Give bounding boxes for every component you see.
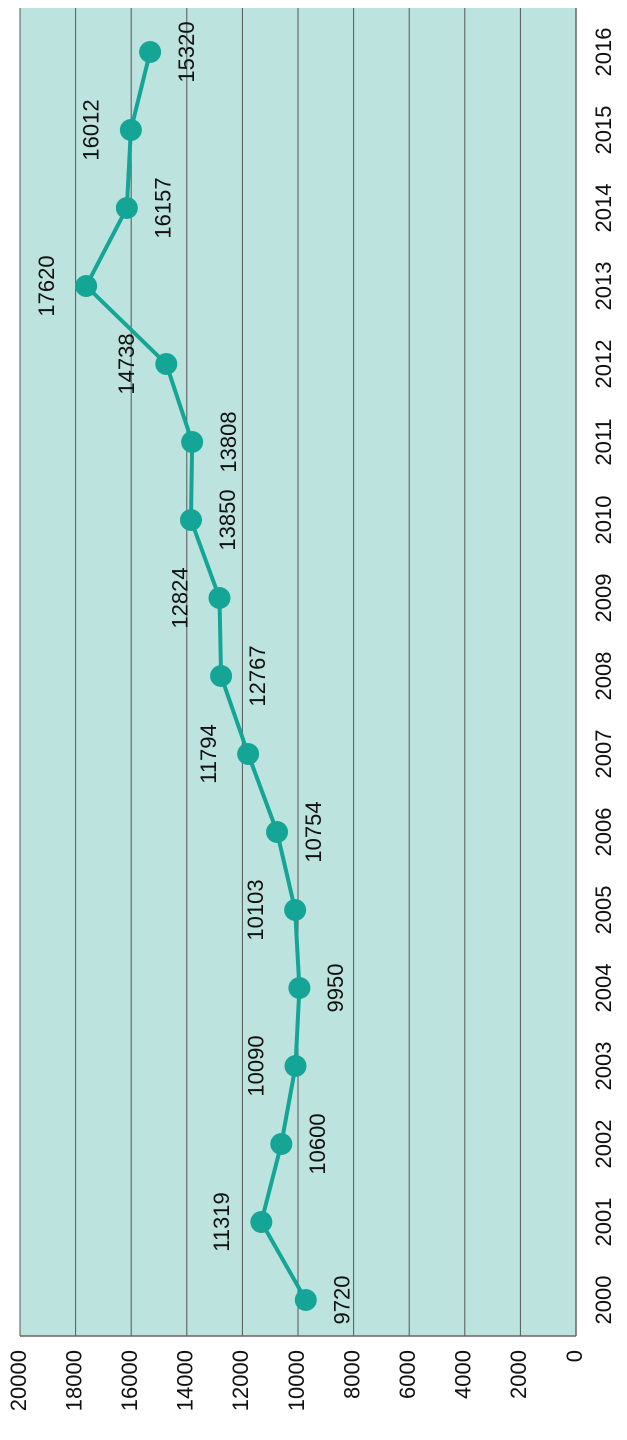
data-label: 9720 — [330, 1276, 355, 1325]
category-tick-label: 2007 — [591, 730, 616, 779]
value-tick-label: 8000 — [339, 1350, 364, 1399]
data-point — [266, 821, 289, 843]
value-tick-label: 6000 — [395, 1350, 420, 1399]
category-tick-label: 2001 — [591, 1198, 616, 1247]
value-tick-label: 0 — [562, 1350, 587, 1362]
data-label: 16157 — [151, 177, 176, 238]
data-label: 11794 — [196, 724, 221, 784]
value-tick-label: 16000 — [117, 1350, 142, 1411]
category-tick-label: 2013 — [591, 262, 616, 311]
category-tick-label: 2016 — [591, 28, 616, 77]
data-point — [139, 41, 162, 63]
value-tick-label: 14000 — [173, 1350, 198, 1411]
data-point — [294, 1289, 317, 1311]
data-label: 16012 — [79, 99, 104, 160]
data-label: 12767 — [245, 645, 270, 706]
category-tick-label: 2010 — [591, 496, 616, 545]
category-tick-label: 2003 — [591, 1042, 616, 1091]
category-tick-label: 2012 — [591, 340, 616, 389]
category-axis-tick-labels: 2000 2001 2002 2003 2004 2005 2006 2007 2008 2009… — [591, 28, 616, 1325]
data-label: 12824 — [167, 567, 192, 628]
category-tick-label: 2000 — [591, 1276, 616, 1325]
data-label: 10600 — [305, 1113, 330, 1174]
value-axis-tick-labels: 0 2000 4000 6000 8000 10000 12000 14000 16000 180… — [6, 1350, 587, 1411]
data-point — [237, 743, 260, 765]
value-tick-label: 20000 — [6, 1350, 31, 1411]
data-point — [288, 977, 311, 999]
data-point — [75, 275, 98, 297]
value-tick-label: 4000 — [451, 1350, 476, 1399]
data-point — [155, 353, 178, 375]
data-point — [181, 431, 204, 453]
value-tick-label: 2000 — [506, 1350, 531, 1399]
data-label: 10090 — [243, 1035, 268, 1096]
data-label: 9950 — [323, 964, 348, 1013]
data-label: 17620 — [34, 255, 59, 316]
gridlines — [19, 8, 577, 1336]
category-tick-label: 2005 — [591, 886, 616, 935]
category-tick-label: 2008 — [591, 652, 616, 701]
data-point — [284, 899, 307, 921]
data-point — [250, 1211, 273, 1233]
data-label: 15320 — [174, 21, 199, 82]
category-tick-label: 2015 — [591, 106, 616, 155]
data-point — [284, 1055, 307, 1077]
data-label: 13808 — [216, 411, 241, 472]
data-point — [119, 119, 142, 141]
data-labels: 9720 11319 10600 10090 9950 10103 10754 11794 12… — [34, 21, 355, 1324]
category-tick-label: 2009 — [591, 574, 616, 623]
category-tick-label: 2006 — [591, 808, 616, 857]
data-label: 10103 — [243, 879, 268, 940]
category-tick-label: 2002 — [591, 1120, 616, 1169]
data-point — [210, 665, 233, 687]
axes — [20, 8, 577, 1337]
data-points — [75, 41, 317, 1311]
data-point — [115, 197, 138, 219]
category-tick-label: 2004 — [591, 964, 616, 1013]
data-point — [270, 1133, 293, 1155]
data-label: 13850 — [215, 489, 240, 550]
data-label: 14738 — [114, 333, 139, 394]
data-label: 10754 — [301, 801, 326, 862]
value-tick-label: 18000 — [61, 1350, 86, 1411]
category-tick-label: 2011 — [591, 418, 616, 465]
data-point — [179, 509, 202, 531]
data-point — [208, 587, 231, 609]
value-tick-label: 10000 — [284, 1350, 309, 1411]
value-tick-label: 12000 — [228, 1350, 253, 1411]
category-tick-label: 2014 — [591, 184, 616, 233]
data-label: 11319 — [209, 1192, 234, 1252]
